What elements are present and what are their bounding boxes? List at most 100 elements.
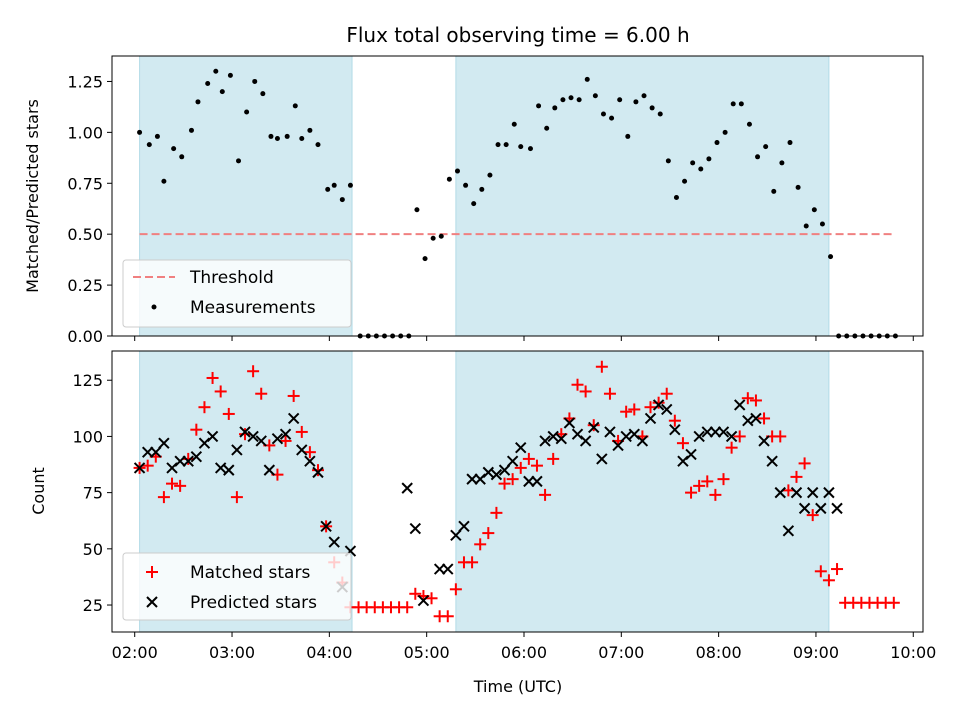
- predicted-marker-b: [150, 446, 162, 458]
- measurement-point: [714, 140, 720, 146]
- matched-star-point: [603, 387, 616, 400]
- measurement-point: [339, 197, 345, 203]
- matched-star-point: [247, 365, 260, 378]
- measurement-point: [536, 103, 542, 109]
- measurement-point: [137, 129, 143, 135]
- predicted-star-point: [231, 444, 243, 456]
- predicted-star-point: [725, 430, 738, 443]
- top-legend: Threshold Measurements: [122, 259, 352, 328]
- predicted-marker-b: [133, 462, 146, 474]
- measurement-point: [690, 160, 696, 166]
- top-y-axis-ticks: 0.00 0.25 0.50 0.75 1.00 1.25: [67, 72, 112, 346]
- measurement-point: [568, 95, 574, 101]
- measurement-point: [171, 146, 177, 152]
- predicted-marker-b: [239, 426, 251, 438]
- figure-title: Flux total observing time = 6.00 h: [346, 23, 689, 47]
- legend-measurements-swatch: [151, 304, 157, 310]
- predicted-marker-b: [652, 399, 665, 411]
- measurement-point: [746, 121, 752, 127]
- predicted-marker-b: [490, 468, 503, 481]
- matched-star-point: [676, 437, 689, 450]
- predicted-star-point: [206, 430, 219, 443]
- xtick-label: 03:00: [209, 643, 255, 662]
- matched-star-point: [449, 583, 462, 596]
- measurement-point: [698, 166, 704, 172]
- predicted-star-point: [506, 455, 519, 467]
- matched-star-point: [628, 403, 641, 416]
- legend-matched-label: Matched stars: [190, 563, 310, 583]
- predicted-star-point: [450, 529, 462, 542]
- predicted-star-point: [612, 439, 624, 452]
- matched-star-point: [693, 479, 706, 492]
- predicted-marker-b: [661, 403, 673, 416]
- predicted-star-point: [709, 426, 722, 438]
- matched-star-point: [141, 459, 154, 472]
- top-y-axis-label: Matched/Predicted stars: [23, 99, 42, 293]
- predicted-star-point: [433, 563, 446, 575]
- matched-star-point: [749, 394, 762, 407]
- predicted-marker-b: [263, 464, 276, 476]
- predicted-marker-b: [141, 446, 154, 458]
- xtick-label: 04:00: [306, 643, 352, 662]
- measurement-point: [811, 207, 817, 213]
- predicted-star-point: [320, 520, 332, 533]
- predicted-star-point: [596, 453, 608, 465]
- measurement-point: [828, 254, 834, 260]
- xtick-label: 10:00: [890, 643, 936, 662]
- measurement-point: [795, 184, 801, 190]
- predicted-marker-b: [247, 430, 259, 443]
- matched-star-point: [790, 470, 803, 483]
- observing-window-2: [455, 350, 830, 633]
- predicted-marker-b: [596, 453, 608, 465]
- bottom-ytick-label: 50: [83, 540, 103, 559]
- legend-predicted-swatch: [146, 596, 158, 608]
- predicted-star-point: [255, 435, 267, 447]
- predicted-marker-b: [644, 412, 657, 425]
- measurement-point: [730, 101, 736, 107]
- predicted-marker-b: [433, 563, 446, 575]
- predicted-star-point: [782, 525, 795, 537]
- predicted-star-point: [717, 426, 730, 438]
- matched-star-point: [303, 446, 316, 459]
- predicted-star-point: [693, 430, 705, 443]
- matched-star-point: [506, 473, 519, 486]
- predicted-marker-b: [271, 432, 284, 445]
- measurement-point: [763, 144, 769, 150]
- predicted-marker-b: [636, 435, 649, 447]
- measurement-point: [146, 142, 152, 148]
- predicted-marker-b: [685, 448, 697, 461]
- predicted-star-point: [798, 502, 811, 515]
- predicted-marker-b: [717, 426, 730, 438]
- bottom-panel-count-plot: 25 50 75 100 125 02:00 03:00 04:00 05:00 06:00 07…: [29, 350, 936, 696]
- measurement-point: [706, 156, 712, 162]
- predicted-marker-b: [806, 486, 819, 499]
- predicted-marker-b: [531, 475, 543, 488]
- predicted-marker-b: [214, 462, 227, 474]
- measurement-point: [584, 76, 590, 82]
- measurement-point: [284, 133, 290, 139]
- measurement-point: [244, 109, 250, 115]
- measurement-point: [154, 133, 160, 139]
- xtick-label: 07:00: [598, 643, 644, 662]
- matched-star-point: [806, 509, 819, 522]
- predicted-marker-b: [612, 439, 624, 452]
- predicted-star-point: [555, 432, 568, 445]
- predicted-marker-b: [579, 435, 592, 447]
- predicted-star-point: [734, 399, 746, 411]
- predicted-star-point: [620, 430, 632, 443]
- measurements-series: [137, 68, 898, 339]
- predicted-marker-b: [555, 432, 568, 445]
- measurement-point: [438, 233, 444, 239]
- matched-star-point: [758, 412, 771, 425]
- predicted-marker-b: [466, 473, 478, 485]
- matched-star-point: [668, 414, 681, 427]
- measurement-point: [307, 127, 313, 133]
- predicted-marker-b: [669, 423, 681, 436]
- matched-star-point: [182, 452, 195, 465]
- matched-star-point: [539, 488, 552, 501]
- predicted-marker-b: [279, 428, 292, 440]
- predicted-star-point: [531, 475, 543, 488]
- measurement-point: [665, 158, 671, 164]
- measurement-point: [471, 201, 477, 207]
- top-ytick-label: 0.75: [67, 174, 103, 193]
